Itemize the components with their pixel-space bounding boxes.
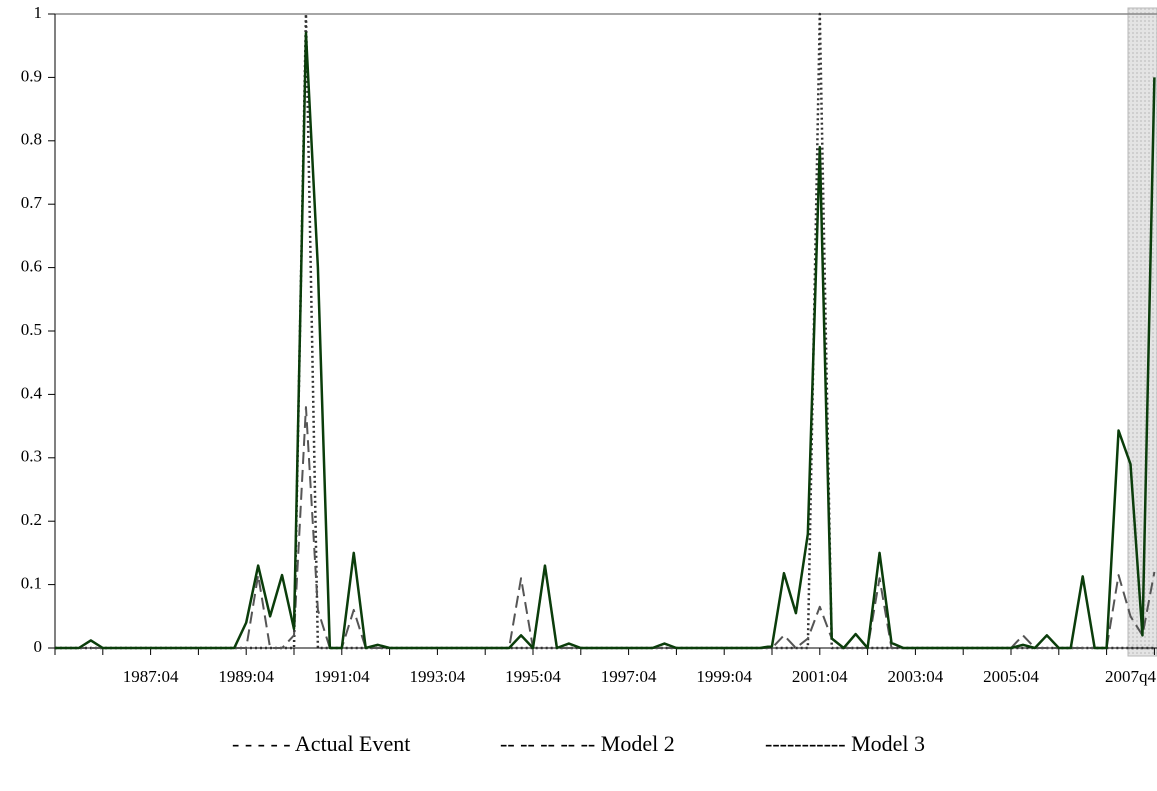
y-tick-label: 0.8: [21, 130, 42, 149]
series-line: [55, 31, 1156, 650]
x-tick-label: 1993:04: [410, 667, 466, 686]
y-tick-label: 0.6: [21, 257, 42, 276]
y-tick-label: 0.4: [21, 383, 43, 402]
x-tick-label: 2005:04: [983, 667, 1039, 686]
x-tick-label: 2007q4: [1105, 667, 1157, 686]
y-tick-label: 0: [34, 637, 43, 656]
shaded-period: [1127, 7, 1157, 657]
legend-label: ----------- Model 3: [765, 731, 925, 756]
x-tick-label: 1987:04: [123, 667, 179, 686]
y-tick-label: 0.5: [21, 320, 42, 339]
x-tick-label: 1995:04: [505, 667, 561, 686]
legend-label: - - - - - Actual Event: [232, 731, 410, 756]
y-tick-label: 1: [34, 3, 43, 22]
series-line: [55, 406, 1156, 649]
x-tick-label: 1997:04: [601, 667, 657, 686]
y-tick-label: 0.2: [21, 510, 42, 529]
legend-label: -- -- -- -- -- Model 2: [500, 731, 675, 756]
x-tick-label: 2003:04: [888, 667, 944, 686]
y-tick-label: 0.3: [21, 447, 42, 466]
y-tick-label: 0.1: [21, 574, 42, 593]
y-tick-label: 0.7: [21, 193, 43, 212]
series-line: [55, 12, 1155, 650]
x-tick-label: 2001:04: [792, 667, 848, 686]
x-tick-label: 1991:04: [314, 667, 370, 686]
x-tick-label: 1989:04: [218, 667, 274, 686]
y-tick-label: 0.9: [21, 66, 42, 85]
x-tick-label: 1999:04: [696, 667, 752, 686]
